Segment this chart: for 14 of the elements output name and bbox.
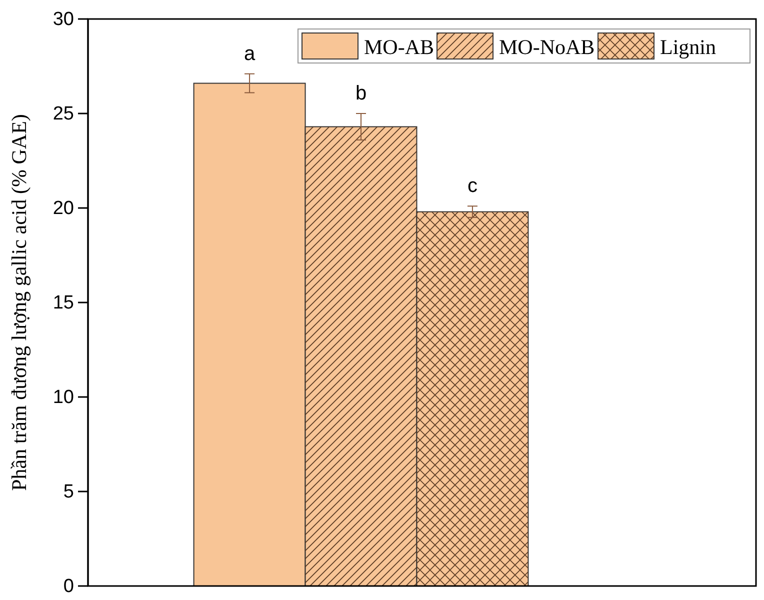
y-tick-label: 0 xyxy=(63,576,74,598)
legend-label: Lignin xyxy=(660,35,716,59)
y-tick-label: 25 xyxy=(52,104,74,125)
annotation: c xyxy=(467,175,478,198)
y-tick-label: 20 xyxy=(52,198,74,220)
annotation: a xyxy=(244,42,256,65)
y-tick-label: 30 xyxy=(52,9,74,30)
legend-label: MO-NoAB xyxy=(499,35,595,59)
legend-label: MO-AB xyxy=(364,35,434,59)
y-tick-label: 10 xyxy=(52,387,74,408)
annotation: b xyxy=(355,82,367,104)
y-tick-label: 15 xyxy=(52,292,74,314)
y-axis-title: Phần trăm đương lượng gallic acid (% GAE) xyxy=(7,114,31,491)
y-tick-label: 5 xyxy=(63,482,74,503)
